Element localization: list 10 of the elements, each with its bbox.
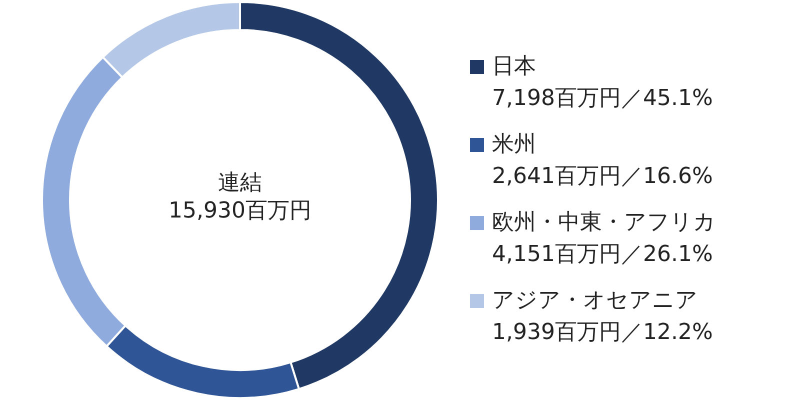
legend-label: 欧州・中東・アフリカ (492, 209, 716, 237)
text: 連結 (218, 170, 262, 196)
legend-label: 日本 (492, 53, 536, 81)
text: 15,930百万円 (168, 198, 312, 224)
data-label: 4,151百万円／26.1% (491, 241, 714, 269)
data-label: 1,939百万円／12.2% (491, 319, 714, 347)
legend-label: アジア・オセアニア (492, 287, 698, 315)
legend-label: 米州 (492, 131, 536, 159)
data-label: 2,641百万円／16.6% (491, 163, 714, 191)
data-label: 7,198百万円／45.1% (491, 85, 714, 113)
